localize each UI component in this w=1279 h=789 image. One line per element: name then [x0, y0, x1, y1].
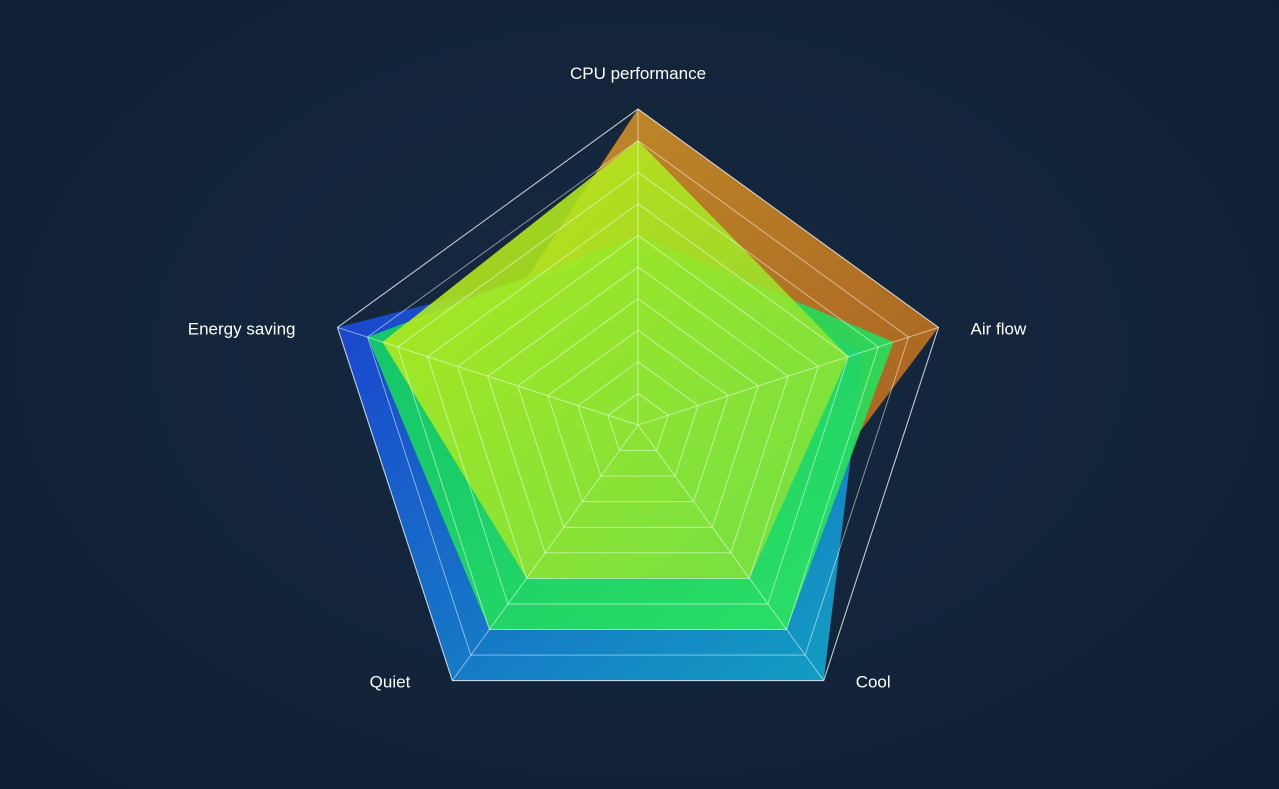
axis-label-quiet: Quiet — [370, 673, 411, 692]
series-area-4 — [382, 140, 849, 579]
axis-label-energy-saving: Energy saving — [188, 319, 296, 338]
grid-ring-7 — [427, 203, 849, 605]
axis-spoke-4 — [451, 424, 639, 681]
grid-ring-10 — [336, 108, 940, 682]
grid-ring-9 — [366, 140, 910, 656]
series-layer — [337, 109, 939, 681]
axis-label-air-flow: Air flow — [971, 319, 1027, 338]
axis-spoke-2 — [637, 326, 939, 426]
grid-ring-5 — [487, 266, 789, 554]
axis-label-cpu-performance: CPU performance — [570, 64, 706, 83]
axis-spoke-3 — [637, 424, 825, 681]
grid-ring-3 — [547, 329, 729, 503]
grid-ring-8 — [397, 171, 879, 630]
grid-ring-6 — [457, 234, 819, 579]
axis-spoke-5 — [337, 326, 639, 426]
grid-ring-4 — [517, 298, 759, 528]
grid-ring-1 — [607, 392, 669, 452]
label-layer: CPU performance Air flow Cool Quiet Energy s… — [188, 64, 1027, 692]
grid-layer — [336, 108, 940, 682]
grid-ring-2 — [577, 361, 699, 477]
axis-label-cool: Cool — [856, 673, 891, 692]
